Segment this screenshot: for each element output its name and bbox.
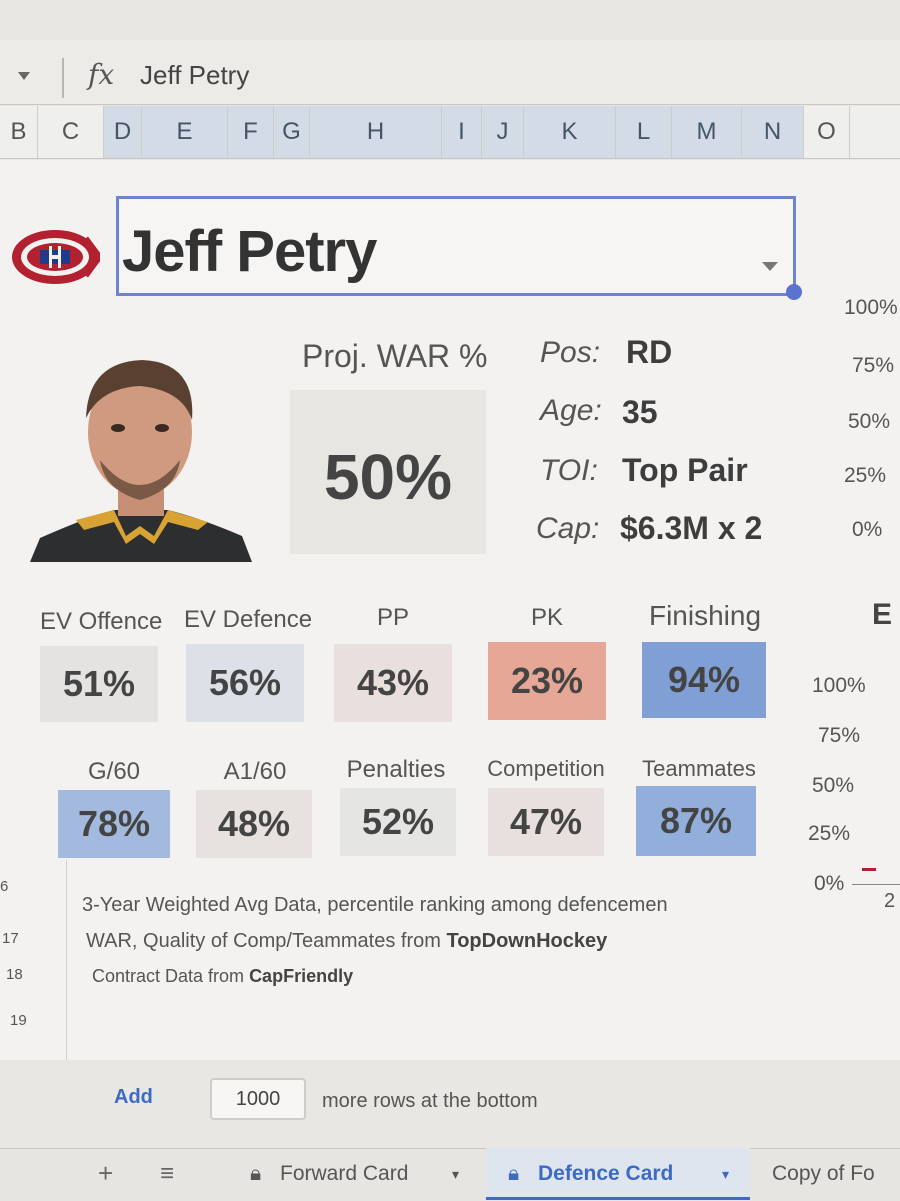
proj-war-value: 50%	[323, 441, 453, 513]
stat-label-teammates: Teammates	[642, 756, 756, 781]
column-header-n[interactable]: N	[742, 106, 804, 158]
stat-label-pp: PP	[376, 604, 409, 631]
stat-label-ev-defence: EV Defence	[184, 606, 313, 633]
add-sheet-icon[interactable]: +	[98, 1158, 114, 1188]
formula-bar-divider	[62, 58, 64, 98]
axis-label: 100%	[812, 674, 866, 697]
all-sheets-menu-icon[interactable]: ≡	[160, 1160, 175, 1187]
stat-value-ev-defence: 56%	[186, 644, 304, 722]
name-box-dropdown-icon[interactable]	[18, 72, 30, 80]
column-header-d[interactable]: D	[104, 106, 142, 158]
column-header-l[interactable]: L	[616, 106, 672, 158]
stat-value-pp: 43%	[334, 644, 452, 722]
bio-cap-label: Cap:	[536, 512, 600, 545]
bio-pos-value: RD	[626, 334, 673, 370]
lock-icon: 🔒︎	[250, 1162, 262, 1185]
stat-label-a160: A1/60	[223, 758, 287, 785]
bio-cap-value: $6.3M x 2	[620, 510, 763, 546]
player-name: Jeff Petry	[122, 219, 377, 284]
sheet-grid[interactable]	[0, 160, 900, 1060]
stat-value-a160: 48%	[196, 790, 312, 858]
tab-copy-of-forward[interactable]: Copy of Fo	[772, 1148, 900, 1200]
proj-war-label: Proj. WAR %	[302, 338, 488, 374]
tab-label: Copy of Fo	[772, 1162, 875, 1185]
note-contract-source: Contract Data from CapFriendly	[92, 966, 354, 986]
canadiens-logo	[12, 230, 100, 284]
stat-value-g60: 78%	[58, 790, 170, 858]
axis-label: 0%	[814, 872, 845, 895]
stat-label-penalties: Penalties	[346, 756, 446, 783]
chart-mark	[862, 868, 876, 871]
note-war-source: WAR, Quality of Comp/Teammates from TopD…	[86, 930, 608, 952]
formula-input[interactable]: Jeff Petry	[140, 60, 250, 90]
axis-label: 75%	[818, 724, 861, 747]
axis-line	[852, 884, 900, 885]
tab-forward-card[interactable]: 🔒︎ Forward Card ▾	[232, 1148, 482, 1200]
axis-label: 25%	[844, 464, 887, 487]
stat-value-finishing: 94%	[642, 642, 766, 718]
column-header-f[interactable]: F	[228, 106, 274, 158]
stat-label-pk: PK	[530, 604, 563, 631]
column-header-e[interactable]: E	[142, 106, 228, 158]
axis-label: 25%	[808, 822, 851, 845]
player-headshot	[30, 340, 252, 562]
axis-label: 100%	[844, 296, 898, 319]
add-rows-count-input[interactable]: 1000	[210, 1078, 306, 1120]
tab-menu-caret-icon[interactable]: ▾	[452, 1166, 460, 1182]
stat-value-pk: 23%	[488, 642, 606, 720]
axis-tick-label: 2	[884, 890, 896, 912]
column-header-i[interactable]: I	[442, 106, 482, 158]
column-header-k[interactable]: K	[524, 106, 616, 158]
tab-label: Defence Card	[538, 1162, 674, 1185]
add-rows-button[interactable]: Add	[114, 1086, 153, 1108]
row-header-6[interactable]: 6	[0, 878, 9, 895]
dropdown-caret-icon[interactable]	[762, 262, 778, 271]
note-methodology: 3-Year Weighted Avg Data, percentile ran…	[82, 894, 668, 916]
column-header-b[interactable]: B	[0, 106, 38, 158]
stat-value-competition: 47%	[488, 788, 604, 856]
column-header-g[interactable]: G	[274, 106, 310, 158]
row-header-18[interactable]: 18	[6, 966, 23, 983]
lock-icon: 🔒︎	[508, 1162, 520, 1185]
bio-toi-label: TOI:	[540, 454, 598, 487]
column-header-row: B C D E F G H I J K L M N O	[0, 106, 900, 159]
right-chart-title: E	[872, 598, 893, 631]
stat-label-ev-offence: EV Offence	[40, 608, 163, 635]
column-header-m[interactable]: M	[672, 106, 742, 158]
add-rows-label: more rows at the bottom	[322, 1090, 538, 1112]
fx-icon: fx	[88, 58, 115, 91]
stat-value-ev-offence: 51%	[40, 646, 158, 722]
column-header-j[interactable]: J	[482, 106, 524, 158]
sheet-tab-bar	[0, 1148, 900, 1201]
tab-defence-card[interactable]: 🔒︎ Defence Card ▾	[486, 1148, 750, 1200]
tab-label: Forward Card	[280, 1162, 409, 1185]
selection-fill-handle[interactable]	[786, 284, 802, 300]
bio-age-value: 35	[622, 394, 658, 430]
row-header-17[interactable]: 17	[2, 930, 19, 947]
stat-label-competition: Competition	[487, 756, 605, 781]
tab-menu-caret-icon[interactable]: ▾	[722, 1166, 730, 1182]
column-header-h[interactable]: H	[310, 106, 442, 158]
stat-label-g60: G/60	[87, 758, 141, 785]
axis-label: 50%	[848, 410, 891, 433]
stat-label-finishing: Finishing	[648, 600, 762, 631]
axis-label: 75%	[852, 354, 895, 377]
stat-value-penalties: 52%	[340, 788, 456, 856]
formula-bar	[0, 40, 900, 105]
stat-value-teammates: 87%	[636, 786, 756, 856]
row-header-gutter: 6 17 18 19	[0, 860, 67, 1060]
proj-war-cell	[290, 390, 486, 554]
bio-toi-value: Top Pair	[622, 452, 748, 488]
bio-pos-label: Pos:	[540, 336, 601, 369]
player-select-dropdown[interactable]	[116, 196, 796, 296]
row-header-19[interactable]: 19	[10, 1012, 27, 1029]
axis-label: 50%	[812, 774, 855, 797]
bio-age-label: Age:	[540, 394, 602, 427]
column-header-c[interactable]: C	[38, 106, 104, 158]
column-header-o[interactable]: O	[804, 106, 850, 158]
axis-label: 0%	[852, 518, 883, 541]
